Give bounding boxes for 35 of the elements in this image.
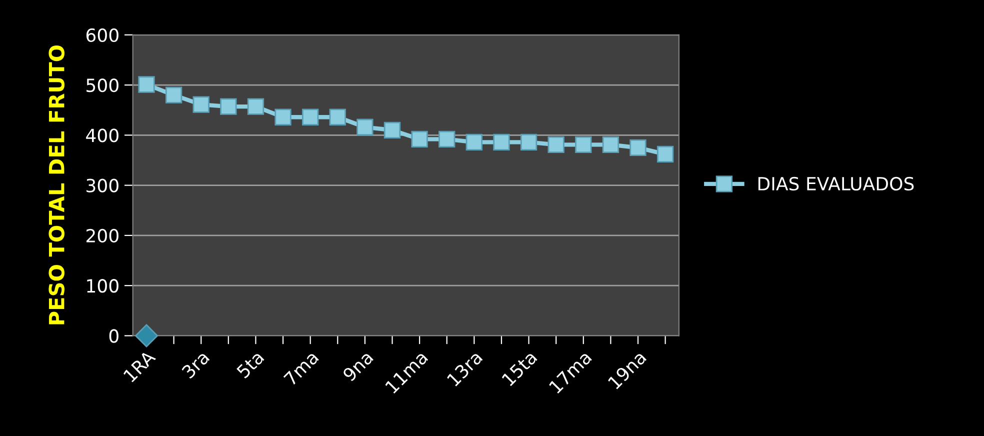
point [220,98,237,115]
y-tick-label: 400 [86,128,118,142]
legend-label: DIAS EVALUADOS [758,176,914,191]
y-tick-label: 300 [86,178,118,192]
y-tick-label: 500 [86,78,118,92]
y-tick-label: 0 [109,329,118,343]
point [575,136,592,154]
point [138,76,155,93]
y-axis-title: PESO TOTAL DEL FRUTO [48,45,64,324]
x-tick-label: 5ta [236,350,264,379]
point [247,98,264,115]
point [274,108,292,126]
point [466,134,482,151]
x-tick-label: 3ra [181,350,210,380]
x-tick-label: 1RA [123,349,156,382]
point [493,134,510,151]
point [192,96,210,113]
point [656,146,674,163]
point [438,130,456,148]
point [329,108,346,126]
point [384,122,401,138]
point [548,136,564,154]
y-tick-label: 600 [86,28,118,42]
point [302,108,319,126]
point [602,136,620,154]
x-tick-label: 9na [342,350,374,382]
point [520,134,538,151]
x-tick-label: 7ma [283,350,320,386]
point [630,139,646,156]
point [134,324,158,348]
y-tick-label: 100 [87,279,118,293]
point [356,118,374,136]
y-tick-label: 200 [86,228,118,243]
point [411,130,428,148]
point [165,86,182,104]
